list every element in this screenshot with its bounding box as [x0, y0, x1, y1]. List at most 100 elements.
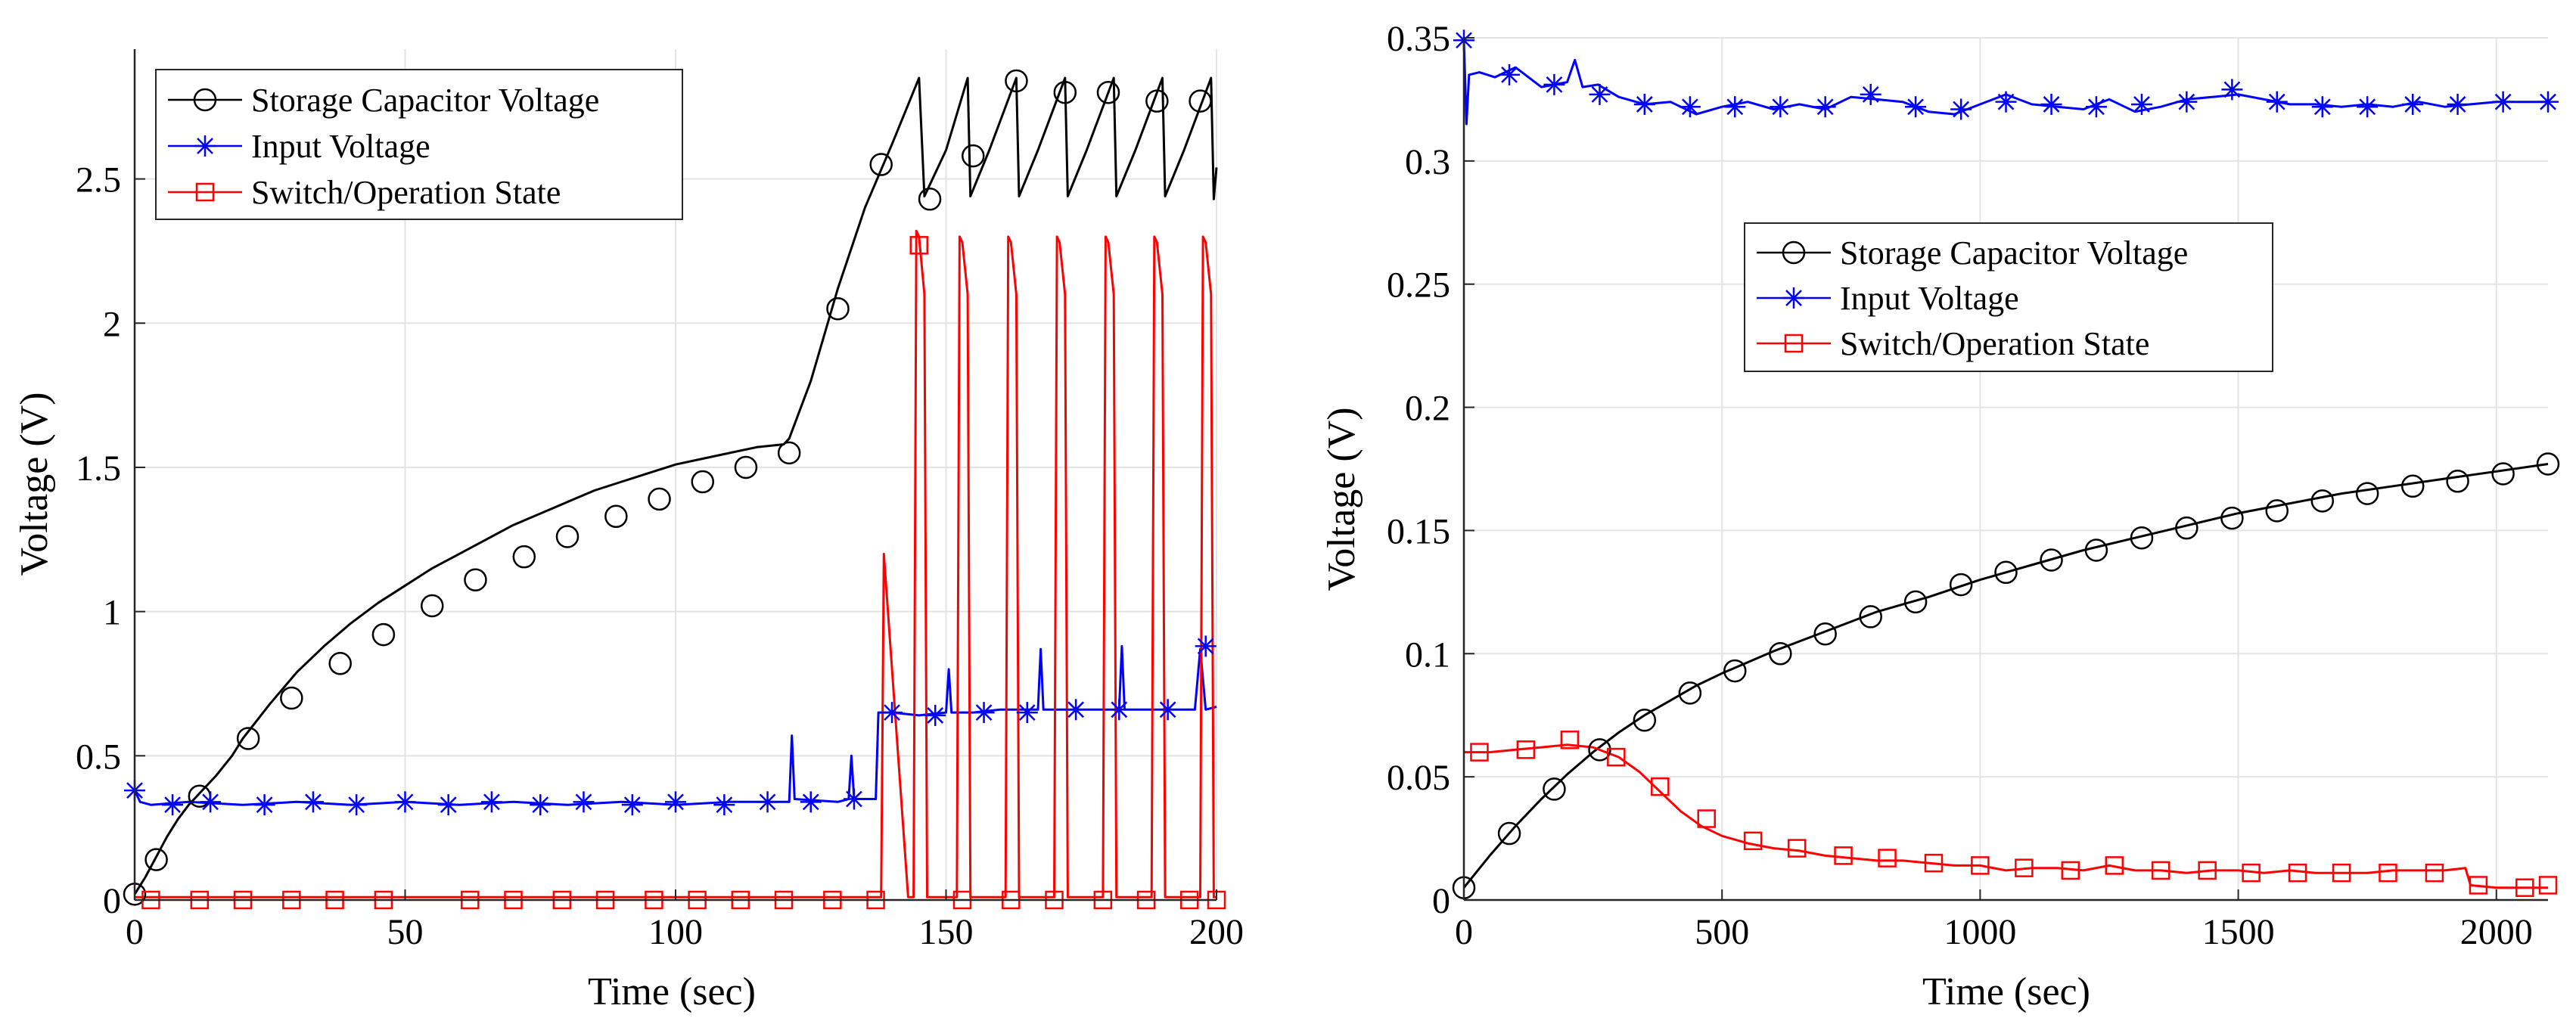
right-point-switch	[1787, 839, 1807, 858]
left-legend-label-input: Input Voltage	[251, 128, 430, 165]
right-point-input	[1589, 83, 1611, 105]
left-point-storage	[512, 545, 536, 569]
left-point-storage	[691, 470, 714, 494]
right-x-tick-label: 0	[1455, 912, 1473, 952]
right-y-tick-label: 0.1	[1405, 635, 1450, 675]
left-legend-marker-switch	[195, 182, 215, 202]
right-point-storage	[2175, 516, 2198, 540]
left-point-storage	[371, 622, 396, 647]
right-y-tick-label: 0.2	[1405, 389, 1450, 429]
right-legend-label-switch: Switch/Operation State	[1840, 325, 2149, 362]
right-point-input	[1814, 96, 1836, 118]
right-point-switch	[2332, 863, 2351, 883]
left-y-tick-label: 2	[103, 304, 121, 344]
right-point-input	[1905, 96, 1927, 118]
right-chart-y-axis-label: Voltage (V)	[1320, 407, 1363, 591]
right-point-input	[2085, 96, 2107, 118]
right-series-line-switch	[1464, 743, 2548, 889]
left-x-tick-label: 100	[648, 912, 703, 952]
right-point-storage	[2130, 526, 2154, 550]
left-point-input	[665, 791, 686, 813]
right-point-storage	[2310, 489, 2335, 513]
right-y-tick-label: 0.3	[1405, 142, 1450, 182]
left-point-storage	[777, 441, 801, 465]
right-point-storage	[2446, 470, 2469, 493]
right-point-input	[2537, 91, 2559, 113]
right-point-storage	[1497, 821, 1521, 846]
right-point-switch	[1560, 731, 1580, 749]
right-point-switch	[1697, 809, 1716, 828]
left-series-line-storage	[133, 76, 1218, 895]
left-x-tick-label: 200	[1189, 912, 1244, 952]
right-point-storage	[1678, 681, 1702, 705]
right-chart-y-tick-labels: 0 0.05 0.1 0.15 0.2 0.25 0.3 0.35	[1387, 19, 1450, 921]
right-chart-markers	[1452, 29, 2560, 899]
right-point-input	[1950, 98, 1972, 120]
right-point-storage	[2491, 462, 2515, 486]
right-point-switch	[1878, 849, 1897, 867]
left-legend-label-switch: Switch/Operation State	[251, 174, 561, 211]
left-legend-box	[155, 69, 683, 220]
left-point-input	[253, 794, 275, 816]
right-legend-item-switch: Switch/Operation State	[1757, 325, 2149, 362]
right-point-switch	[2469, 876, 2488, 895]
right-point-input	[2221, 79, 2243, 101]
right-point-input	[1995, 91, 2017, 113]
right-point-storage	[1543, 777, 1566, 801]
left-point-input	[881, 702, 903, 724]
left-point-input	[530, 794, 552, 816]
right-legend-marker-input	[1783, 287, 1804, 309]
right-point-storage	[1903, 590, 1928, 614]
left-point-input	[346, 794, 368, 816]
right-point-storage	[2536, 452, 2560, 476]
right-point-switch	[1607, 747, 1626, 767]
right-point-storage	[1813, 622, 1837, 646]
right-chart-axes	[1462, 37, 2548, 902]
left-legend-marker-input	[194, 135, 216, 157]
right-y-tick-label: 0.05	[1387, 758, 1450, 798]
left-chart: 0 50 100 150 200 0 0.5 1 1.5 2 2.5 Time (sec) Vol…	[13, 49, 1244, 1013]
right-chart-grid	[1463, 37, 2548, 901]
left-point-storage	[1189, 89, 1212, 113]
right-point-input	[1633, 93, 1655, 115]
right-point-storage	[2355, 482, 2379, 505]
left-y-tick-label: 1	[103, 593, 121, 633]
right-legend-label-storage: Storage Capacitor Voltage	[1840, 234, 2188, 272]
left-point-input	[302, 791, 324, 813]
right-point-switch	[1971, 856, 1990, 875]
right-legend-marker-switch	[1784, 334, 1804, 353]
right-point-storage	[2040, 548, 2063, 572]
right-point-switch	[1516, 740, 1536, 759]
right-point-storage	[1633, 708, 1657, 732]
right-point-switch	[2015, 858, 2034, 877]
left-point-input	[1157, 699, 1179, 721]
left-point-input	[757, 791, 778, 813]
right-point-input	[1543, 73, 1565, 95]
right-point-storage	[1723, 659, 1747, 683]
left-series-line-switch	[135, 229, 1217, 898]
right-y-tick-label: 0.35	[1387, 19, 1450, 59]
left-point-storage	[869, 153, 893, 176]
left-point-input	[573, 791, 595, 813]
left-y-tick-label: 0.5	[76, 737, 121, 777]
right-legend-label-input: Input Voltage	[1840, 280, 2019, 317]
right-chart-series	[1462, 40, 2549, 889]
left-x-tick-label: 150	[919, 912, 974, 952]
right-chart: 0 500 1000 1500 2000 00.050.10.150.20.250.30…	[1320, 19, 2560, 1013]
left-chart-x-tick-labels: 0 50 100 150 200	[126, 912, 1244, 952]
left-point-input	[924, 704, 946, 726]
right-point-switch	[1743, 831, 1763, 851]
left-point-storage	[555, 525, 580, 548]
right-legend-marker-storage	[1782, 241, 1806, 265]
left-point-storage	[144, 848, 168, 871]
right-point-switch	[2198, 861, 2217, 880]
left-point-input	[1016, 702, 1038, 724]
left-y-tick-label: 1.5	[76, 448, 121, 489]
left-point-input	[1195, 635, 1217, 657]
right-point-input	[1770, 96, 1791, 118]
left-x-tick-label: 50	[387, 912, 424, 952]
left-point-input	[437, 794, 459, 816]
left-point-input	[713, 794, 735, 816]
right-legend-item-storage: Storage Capacitor Voltage	[1757, 234, 2188, 272]
